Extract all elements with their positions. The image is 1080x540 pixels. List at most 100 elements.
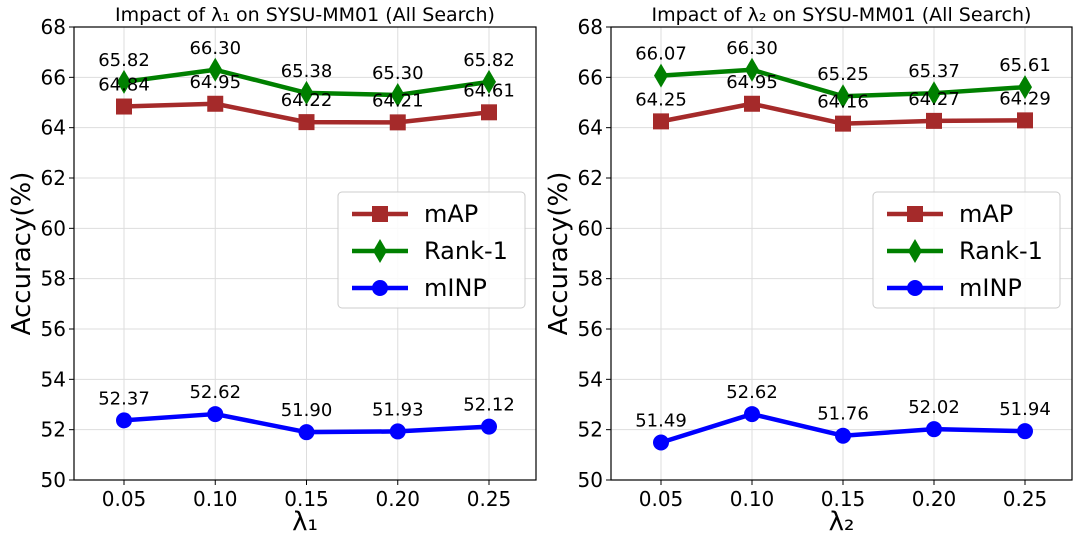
data-point-rank-1 — [208, 57, 223, 82]
data-point-rank-1 — [117, 69, 131, 94]
y-tick-label: 68 — [41, 15, 66, 39]
x-tick-label: 0.15 — [821, 487, 866, 511]
y-tick-label: 64 — [578, 116, 603, 140]
y-axis-label: Accuracy(%) — [7, 172, 37, 336]
legend-marker-map — [372, 206, 388, 222]
y-tick-label: 54 — [578, 367, 603, 391]
data-label-map: 64.25 — [635, 89, 687, 110]
data-label-rank-1: 66.30 — [189, 38, 241, 59]
data-point-minp — [116, 412, 132, 429]
data-label-map: 64.29 — [999, 88, 1051, 109]
legend: mAP Rank-1 mINP — [337, 191, 526, 309]
data-label-minp: 52.62 — [726, 382, 778, 403]
data-point-minp — [835, 427, 851, 444]
x-tick-label: 0.10 — [193, 487, 238, 511]
y-tick-label: 56 — [578, 317, 603, 341]
chart-title: Impact of λ₂ on SYSU-MM01 (All Search) — [652, 4, 1032, 26]
data-point-minp — [744, 406, 760, 423]
data-point-minp — [481, 418, 497, 435]
data-label-rank-1: 66.30 — [726, 38, 778, 59]
legend-marker-rank-1 — [908, 239, 922, 263]
data-point-map — [835, 115, 851, 132]
chart-panel-lambda2: 50 52 54 56 58 60 62 64 66 68 0.05 0.10 0.15 0.20 0.25… — [544, 4, 1073, 537]
y-tick-label: 56 — [41, 317, 66, 341]
legend-label-minp: mINP — [959, 274, 1022, 302]
legend-marker-minp — [907, 280, 923, 296]
data-label-rank-1: 65.61 — [999, 55, 1051, 76]
data-label-minp: 51.90 — [281, 400, 333, 421]
data-point-map — [116, 98, 132, 115]
x-tick-label: 0.25 — [467, 487, 512, 511]
y-tick-label: 68 — [578, 15, 603, 39]
plot-frame — [610, 26, 1073, 481]
legend-marker-minp — [372, 280, 388, 296]
data-point-map — [926, 112, 942, 129]
data-label-minp: 51.76 — [817, 404, 869, 425]
data-label-rank-1: 65.82 — [98, 50, 150, 71]
y-tick-label: 52 — [41, 418, 66, 442]
data-point-rank-1 — [836, 84, 850, 109]
data-label-map: 64.22 — [281, 90, 333, 111]
data-point-rank-1 — [390, 82, 405, 107]
data-label-map: 64.16 — [817, 92, 869, 113]
y-tick-label: 62 — [578, 166, 603, 190]
data-label-map: 64.95 — [189, 72, 241, 93]
legend-label-map: mAP — [424, 200, 478, 228]
data-label-minp: 52.62 — [189, 382, 241, 403]
data-label-minp: 51.93 — [372, 399, 424, 420]
data-point-map — [1017, 112, 1033, 129]
x-tick-label: 0.10 — [730, 487, 775, 511]
data-point-rank-1 — [654, 63, 668, 88]
x-tick-label: 0.20 — [912, 487, 957, 511]
data-point-map — [298, 114, 315, 131]
legend-label-rank-1: Rank-1 — [959, 237, 1043, 265]
data-label-minp: 52.37 — [98, 388, 150, 409]
data-point-minp — [926, 421, 942, 438]
x-tick-label: 0.05 — [639, 487, 684, 511]
x-tick-label: 0.15 — [284, 487, 329, 511]
data-point-minp — [298, 424, 315, 441]
x-tick-label: 0.20 — [375, 487, 420, 511]
data-label-rank-1: 66.07 — [635, 44, 687, 65]
legend-label-rank-1: Rank-1 — [424, 237, 508, 265]
legend-marker-rank-1 — [373, 239, 387, 263]
data-label-rank-1: 65.82 — [463, 50, 515, 71]
data-point-map — [389, 114, 406, 131]
data-point-rank-1 — [482, 69, 496, 94]
y-tick-label: 64 — [41, 116, 66, 140]
data-point-map — [207, 95, 224, 112]
x-axis-label: λ₁ — [292, 507, 318, 537]
y-tick-label: 50 — [41, 468, 66, 492]
data-label-map: 64.61 — [463, 80, 515, 101]
data-label-rank-1: 65.25 — [817, 64, 869, 85]
data-label-minp: 51.94 — [999, 399, 1051, 420]
data-point-map — [653, 113, 669, 130]
data-point-minp — [653, 434, 669, 451]
data-label-map: 64.21 — [372, 90, 424, 111]
data-point-map — [481, 104, 497, 121]
y-tick-label: 66 — [41, 65, 66, 89]
data-label-rank-1: 65.37 — [908, 61, 960, 82]
y-tick-label: 60 — [41, 216, 66, 240]
data-point-map — [744, 95, 760, 112]
chart-title: Impact of λ₁ on SYSU-MM01 (All Search) — [115, 4, 495, 26]
y-tick-label: 66 — [578, 65, 603, 89]
y-tick-label: 60 — [578, 216, 603, 240]
data-point-minp — [207, 406, 224, 423]
data-label-minp: 52.02 — [908, 397, 960, 418]
data-point-minp — [389, 423, 406, 440]
data-label-map: 64.27 — [908, 89, 960, 110]
data-label-minp: 52.12 — [463, 395, 515, 416]
y-tick-label: 54 — [41, 367, 66, 391]
data-point-rank-1 — [927, 81, 941, 106]
legend-marker-map — [907, 206, 923, 222]
data-point-rank-1 — [299, 80, 314, 105]
x-tick-label: 0.05 — [102, 487, 147, 511]
legend: mAP Rank-1 mINP — [872, 191, 1061, 309]
data-label-map: 64.84 — [98, 75, 150, 96]
plot-frame — [73, 26, 537, 481]
x-tick-label: 0.25 — [1003, 487, 1048, 511]
y-tick-label: 62 — [41, 166, 66, 190]
y-tick-label: 50 — [578, 468, 603, 492]
data-label-minp: 51.49 — [635, 411, 687, 432]
